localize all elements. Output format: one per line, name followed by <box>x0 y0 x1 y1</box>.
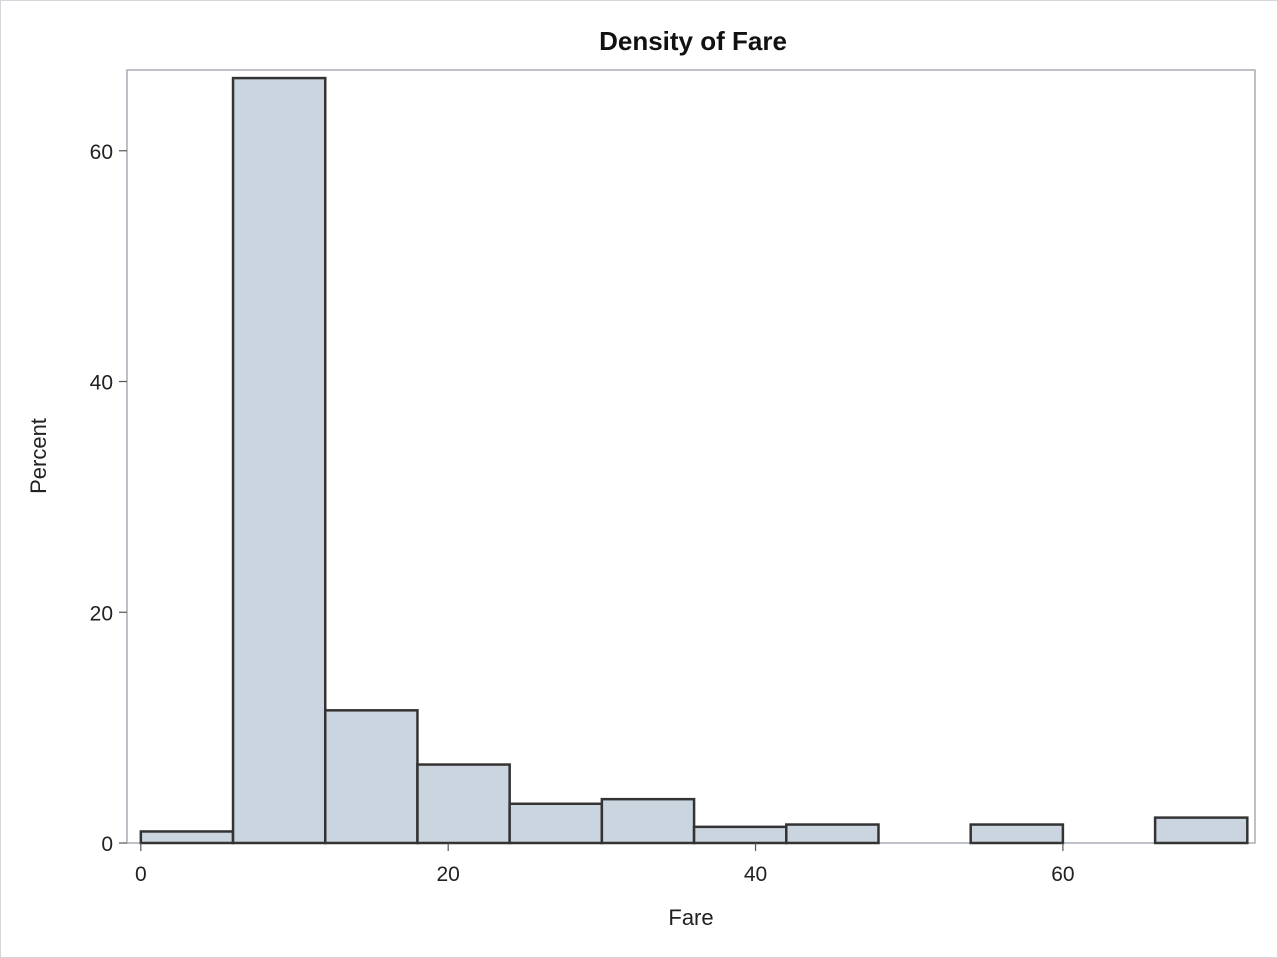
x-tick-label-40: 40 <box>744 863 767 886</box>
x-axis-label: Fare <box>668 905 713 930</box>
histogram-bar-36-42 <box>692 825 788 845</box>
y-tick-label-20: 20 <box>90 602 113 625</box>
x-tick-label-60: 60 <box>1051 863 1074 886</box>
histogram-bar-18-24 <box>416 763 511 845</box>
histogram-bar-6-12 <box>231 76 327 845</box>
histogram-bar-0-6 <box>139 830 235 845</box>
histogram-bar-12-18 <box>323 709 419 845</box>
histogram-bar-24-30 <box>508 802 604 845</box>
histogram-bar-54-60 <box>969 823 1065 845</box>
histogram-bar-66-72 <box>1153 816 1249 845</box>
x-tick-label-20: 20 <box>437 863 460 886</box>
y-tick-label-40: 40 <box>90 372 113 395</box>
y-tick-label-60: 60 <box>90 141 113 164</box>
x-axis: 0 20 40 60 <box>135 843 1075 886</box>
chart-title: Density of Fare <box>599 26 787 56</box>
histogram-bar-42-48 <box>785 823 880 845</box>
y-tick-label-0: 0 <box>101 833 113 856</box>
y-axis-label: Percent <box>26 418 51 494</box>
y-axis: 0 20 40 60 <box>90 141 127 856</box>
x-tick-label-0: 0 <box>135 863 147 886</box>
histogram-bar-30-36 <box>600 797 696 845</box>
bars-group <box>139 76 1249 845</box>
